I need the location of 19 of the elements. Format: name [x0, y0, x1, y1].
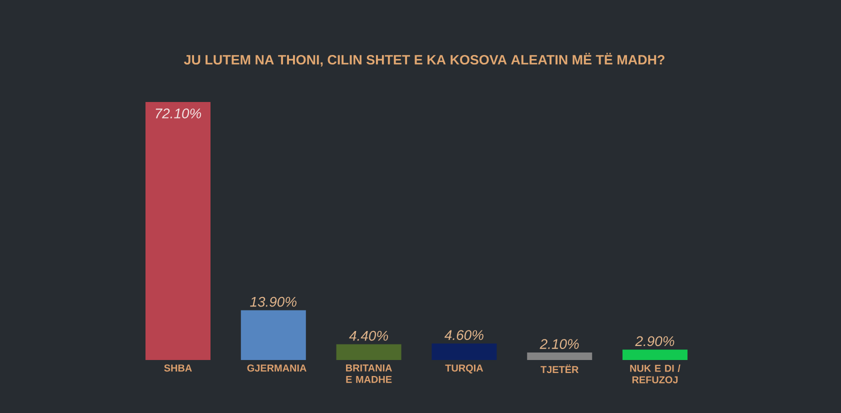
x-tick-label: NUK E DI / REFUZOJ	[630, 364, 680, 384]
chart-title: JU LUTEM NA THONI, CILIN SHTET E KA KOSOVA ALEATIN MË TË MADH?	[184, 52, 664, 66]
bar	[527, 352, 592, 360]
data-label: 2.10%	[540, 339, 579, 349]
bar	[240, 310, 306, 360]
x-tick-label: BRITANIA E MADHE	[346, 364, 392, 383]
data-label: 13.90%	[250, 296, 296, 307]
bar	[622, 350, 688, 360]
x-tick-label: TURQIA	[445, 364, 484, 374]
x-tick-label: GJERMANIA	[247, 364, 306, 372]
data-label: 4.40%	[349, 330, 388, 341]
data-label: 72.10%	[156, 108, 202, 118]
data-label: 2.90%	[635, 336, 674, 346]
data-label: 4.60%	[444, 330, 484, 340]
x-tick-label: TJETËR	[540, 364, 579, 374]
bar	[146, 102, 211, 360]
x-tick-label: SHBA	[164, 364, 192, 372]
bar	[336, 344, 402, 360]
bar	[432, 344, 497, 360]
